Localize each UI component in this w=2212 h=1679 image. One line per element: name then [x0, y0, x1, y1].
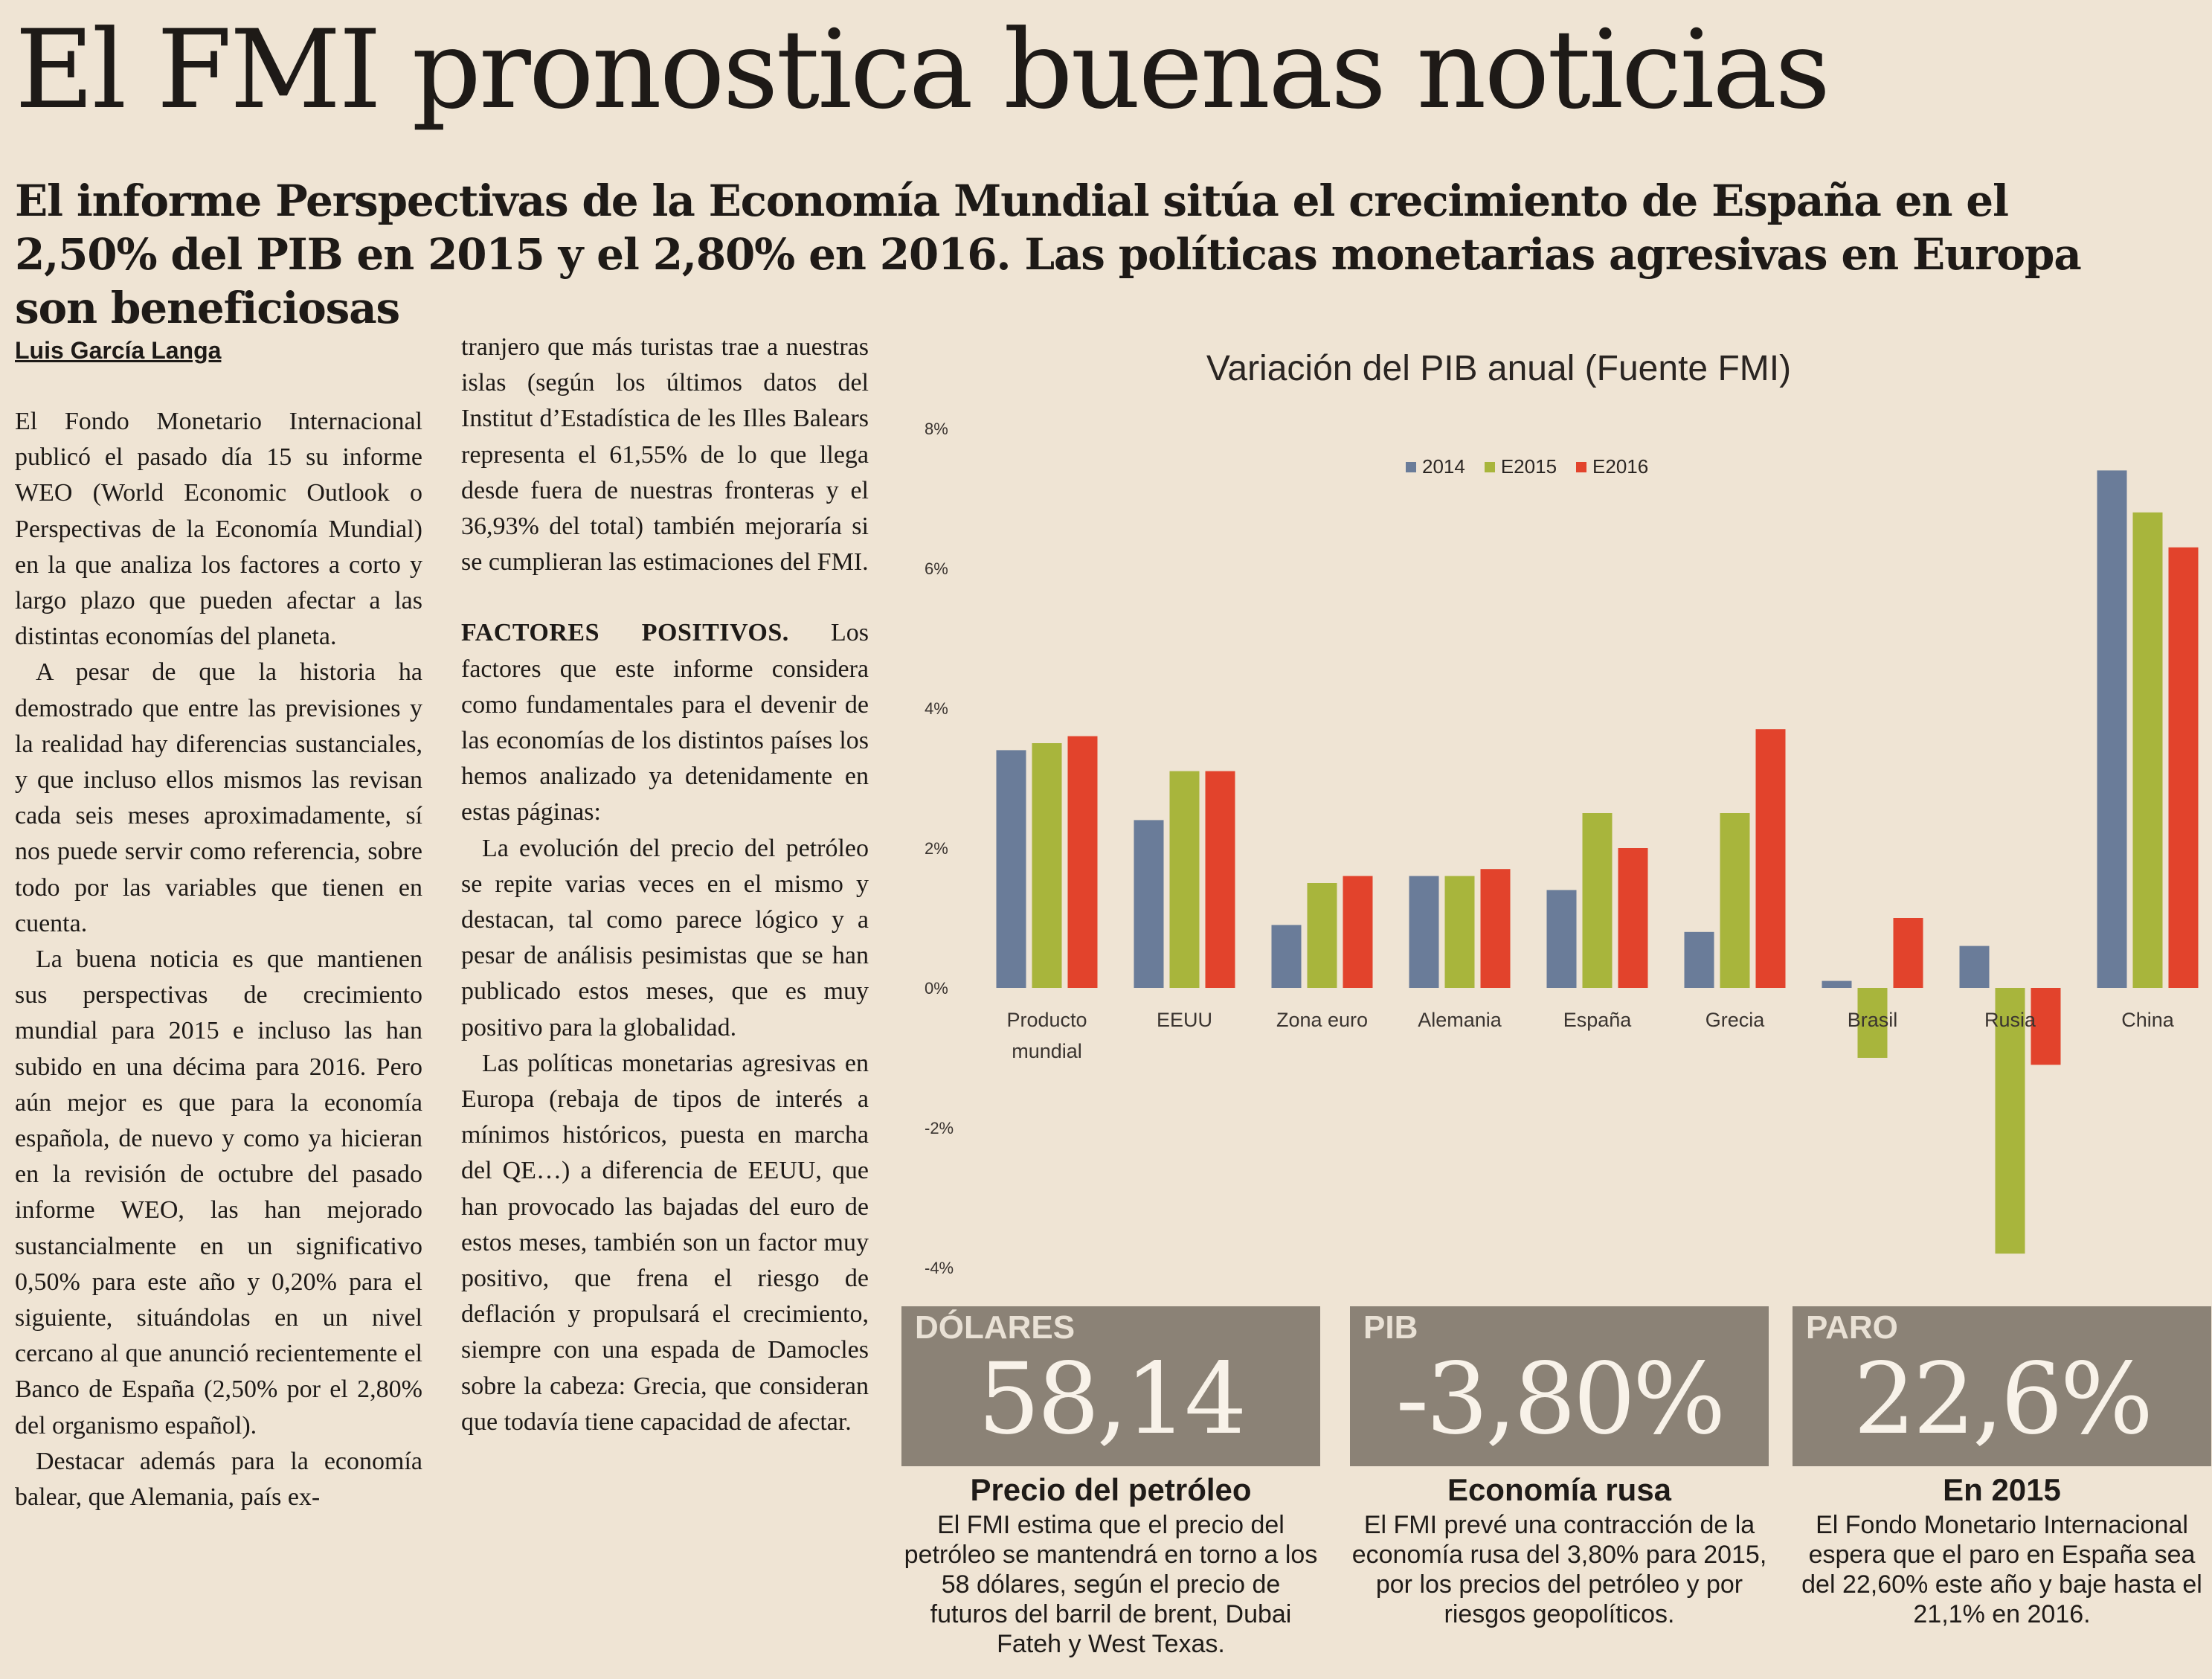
bar	[1822, 980, 1852, 988]
y-tick-label: 4%	[925, 699, 948, 718]
legend-swatch	[1406, 461, 1416, 472]
byline: Luis García Langa	[15, 337, 222, 364]
infobox-pib: PIB -3,80%	[1350, 1306, 1769, 1466]
legend-label: E2015	[1500, 455, 1557, 478]
legend-swatch	[1484, 461, 1495, 472]
x-category-label: Grecia	[1705, 1009, 1766, 1031]
legend-label: E2016	[1592, 455, 1649, 478]
legend-label: 2014	[1422, 455, 1465, 478]
infobox-label: PARO	[1806, 1309, 1898, 1346]
chart-legend: 2014 E2015 E2016	[1406, 455, 1648, 478]
infobox-caption-paro: En 2015 El Fondo Monetario Internacional…	[1793, 1470, 2211, 1629]
y-tick-label: 2%	[925, 839, 948, 858]
y-tick-label: -4%	[925, 1259, 954, 1277]
bar	[1720, 813, 1750, 988]
legend-item: E2016	[1576, 455, 1648, 478]
caption-title: Economía rusa	[1447, 1472, 1672, 1507]
infobox-dolares: DÓLARES 58,14	[901, 1306, 1320, 1466]
paragraph: Las políticas monetarias agresivas en Eu…	[461, 1049, 869, 1436]
section-paragraph: FACTORES POSITIVOS. Los factores que est…	[461, 615, 869, 830]
article-column-2: tranjero que más turistas trae a nuestra…	[461, 330, 869, 1440]
gdp-bar-chart: Variación del PIB anual (Fuente FMI) 201…	[881, 342, 2212, 1280]
bar	[1409, 876, 1439, 988]
paragraph: A pesar de que la historia ha demostrado…	[15, 658, 422, 937]
bar	[1032, 743, 1062, 988]
legend-item: 2014	[1406, 455, 1465, 478]
infobox-label: DÓLARES	[915, 1309, 1076, 1346]
bar	[1582, 813, 1613, 988]
caption-text: El Fondo Monetario Internacional espera …	[1801, 1511, 2202, 1628]
infobox-paro: PARO 22,6%	[1793, 1306, 2211, 1466]
bar	[1618, 848, 1648, 988]
bar	[2097, 470, 2127, 988]
bar	[1857, 988, 1888, 1058]
legend-swatch	[1576, 461, 1587, 472]
x-category-label: Zona euro	[1276, 1009, 1368, 1031]
y-tick-label: 0%	[925, 979, 948, 998]
bar	[1755, 729, 1786, 988]
x-category-label: China	[2121, 1009, 2175, 1031]
y-tick-label: 8%	[925, 420, 948, 438]
bar	[996, 750, 1026, 988]
infobox-label: PIB	[1363, 1309, 1418, 1346]
bar	[2031, 988, 2061, 1065]
bar	[1546, 890, 1577, 988]
caption-title: Precio del petróleo	[970, 1472, 1252, 1507]
chart-title: Variación del PIB anual (Fuente FMI)	[1206, 349, 1792, 388]
bar	[1067, 736, 1098, 988]
y-tick-label: -2%	[925, 1119, 954, 1137]
x-category-label: mundial	[1012, 1040, 1082, 1062]
infobox-caption-pib: Economía rusa El FMI prevé una contracci…	[1350, 1470, 1769, 1629]
x-category-label: Rusia	[1984, 1009, 2036, 1031]
caption-title: En 2015	[1943, 1472, 2061, 1507]
bar	[1444, 876, 1475, 988]
subheadline: El informe Perspectivas de la Economía M…	[15, 176, 2082, 333]
x-category-label: Alemania	[1418, 1009, 1502, 1031]
paragraph: Destacar además para la economía balear,…	[15, 1447, 422, 1512]
section-lead: FACTORES POSITIVOS.	[461, 619, 789, 647]
bar	[2132, 512, 2163, 988]
paragraph: La evolución del precio del petróleo se …	[461, 834, 869, 1041]
bar	[1134, 820, 1164, 988]
x-category-label: Producto	[1006, 1009, 1087, 1031]
bar	[1893, 918, 1923, 988]
headline: El FMI pronostica buenas noticias	[15, 7, 1830, 133]
x-category-label: EEUU	[1157, 1009, 1212, 1031]
bar	[1169, 771, 1200, 988]
bar	[1343, 876, 1373, 988]
x-category-label: España	[1563, 1009, 1633, 1031]
paragraph: El Fondo Monetario Internacional publicó…	[15, 408, 422, 651]
caption-text: El FMI estima que el precio del petróleo…	[904, 1511, 1318, 1658]
article-column-1: El Fondo Monetario Internacional publicó…	[15, 404, 422, 1515]
bar	[1684, 931, 1714, 988]
infobox-value: 22,6%	[1853, 1342, 2153, 1457]
bar	[2168, 547, 2199, 988]
infobox-caption-dolares: Precio del petróleo El FMI estima que el…	[901, 1470, 1320, 1659]
paragraph: tranjero que más turistas trae a nuestra…	[461, 333, 869, 577]
bar	[1959, 946, 1990, 988]
y-tick-label: 6%	[925, 559, 948, 578]
paragraph: La buena noticia es que mantienen sus pe…	[15, 946, 422, 1439]
infobox-value: -3,80%	[1395, 1342, 1726, 1457]
chart-plot: 8% 6% 4% 2% 0% -2% -4% Producto mundial EEUU Zona …	[925, 420, 2199, 1277]
x-category-label: Brasil	[1848, 1009, 1898, 1031]
bar	[1205, 771, 1235, 988]
bar	[1271, 925, 1302, 988]
section-lead-text: Los factores que este informe considera …	[461, 619, 869, 826]
bar	[1307, 883, 1337, 988]
bar	[1995, 988, 2025, 1254]
infobox-value: 58,14	[977, 1342, 1247, 1457]
caption-text: El FMI prevé una contracción de la econo…	[1351, 1511, 1767, 1628]
bar	[1480, 869, 1511, 988]
legend-item: E2015	[1484, 455, 1557, 478]
